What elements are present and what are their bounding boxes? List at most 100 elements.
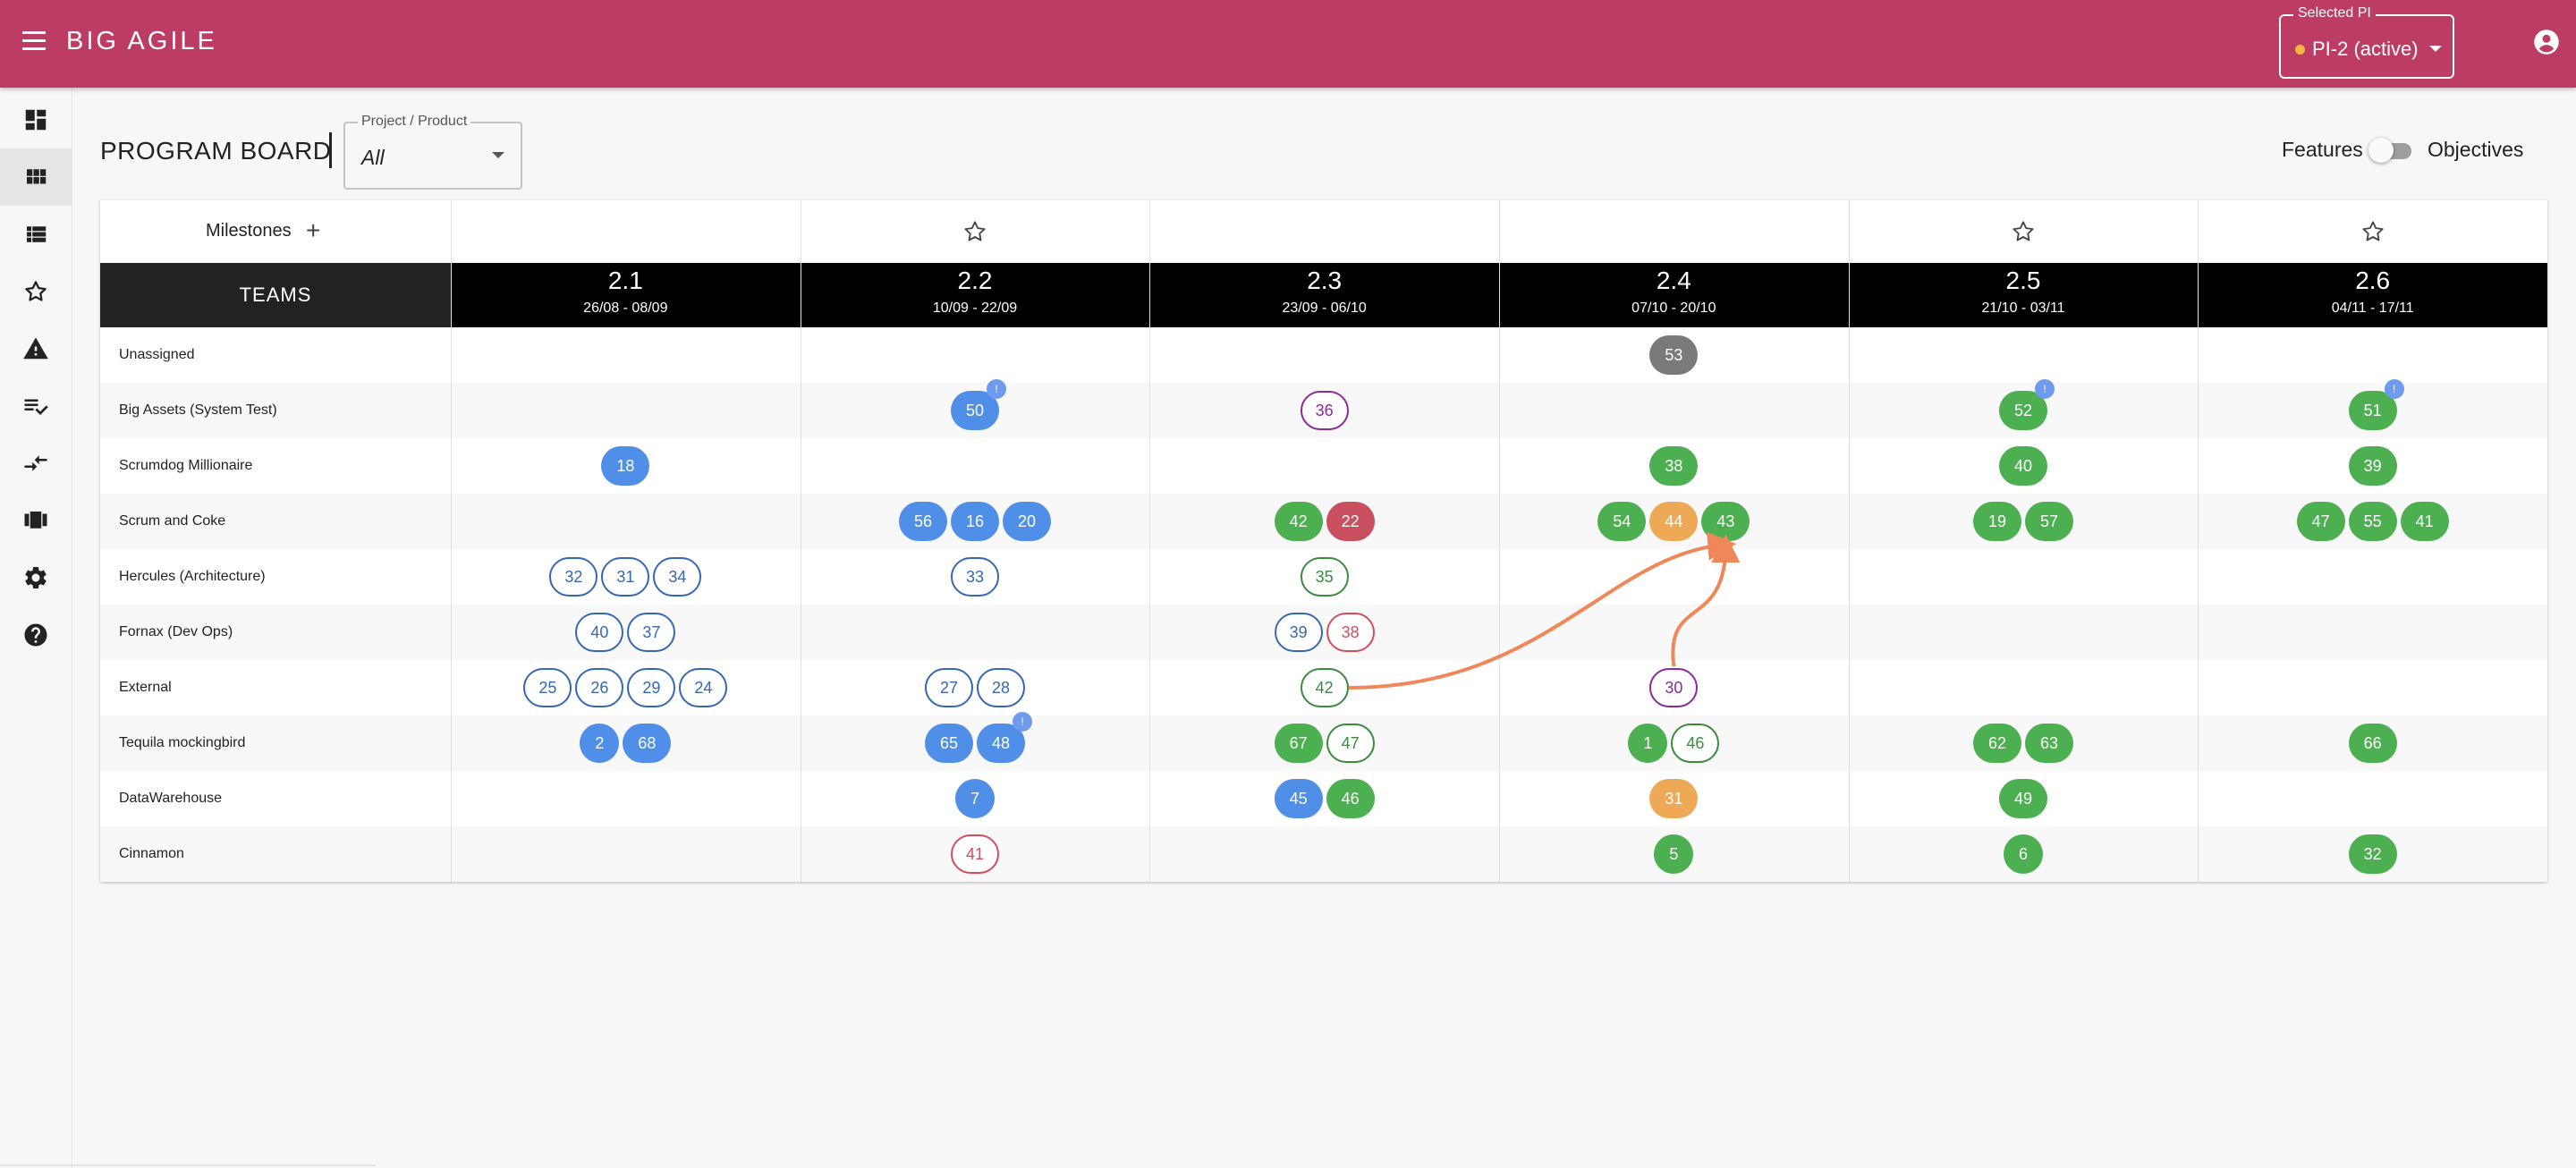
feature-ticket[interactable]: 6 xyxy=(2004,834,2043,874)
feature-ticket[interactable]: 68 xyxy=(623,724,672,763)
feature-ticket[interactable]: 38 xyxy=(1649,446,1699,486)
feature-ticket[interactable]: 42 xyxy=(1274,502,1323,541)
menu-icon[interactable] xyxy=(21,31,47,56)
sidebar-item-program-board[interactable] xyxy=(0,148,72,206)
feature-ticket[interactable]: 39 xyxy=(1274,613,1323,652)
feature-ticket[interactable]: 38 xyxy=(1326,613,1375,652)
page-title: PROGRAM BOARD xyxy=(100,137,332,165)
column-divider xyxy=(1848,200,1850,882)
dropdown-arrow-icon xyxy=(492,152,504,158)
feature-ticket[interactable]: 63 xyxy=(2025,724,2073,763)
feature-ticket[interactable]: 66 xyxy=(2348,724,2397,763)
feature-ticket[interactable]: 16 xyxy=(951,502,999,541)
feature-ticket[interactable]: 40 xyxy=(1999,446,2047,486)
feature-ticket[interactable]: 40 xyxy=(575,613,624,652)
sprint-header: 2.1 26/08 - 08/09 xyxy=(451,263,801,327)
feature-ticket[interactable]: 19 xyxy=(1973,502,2021,541)
alert-badge: ! xyxy=(987,379,1006,399)
feature-ticket[interactable]: 37 xyxy=(627,613,676,652)
column-divider xyxy=(1499,200,1500,882)
sprint-name: 2.5 xyxy=(2005,267,2041,294)
feature-ticket[interactable]: 43 xyxy=(1701,502,1750,541)
sprint-name: 2.1 xyxy=(607,267,643,294)
alert-badge: ! xyxy=(1013,712,1032,732)
feature-ticket[interactable]: 53 xyxy=(1649,335,1699,375)
feature-ticket[interactable]: 47 xyxy=(1326,724,1375,763)
team-row: External xyxy=(100,660,2547,715)
dashboard-icon xyxy=(25,109,47,131)
feature-ticket[interactable]: 46 xyxy=(1326,779,1375,818)
feature-ticket[interactable]: 46 xyxy=(1671,724,1720,763)
feature-ticket[interactable]: 18 xyxy=(601,446,650,486)
add-milestone-icon[interactable]: + xyxy=(306,216,321,244)
milestone-star-icon[interactable] xyxy=(2010,218,2037,245)
team-name: Big Assets (System Test) xyxy=(119,402,277,418)
feature-ticket[interactable]: 1 xyxy=(1628,724,1668,763)
feature-ticket[interactable]: 27 xyxy=(925,668,973,707)
feature-ticket[interactable]: 2 xyxy=(580,724,620,763)
bottom-divider xyxy=(0,1164,376,1166)
sprint-header-row: TEAMS 2.1 26/08 - 08/09 2.2 10/09 - 22/09 2.… xyxy=(100,263,2547,327)
feature-ticket[interactable]: 7 xyxy=(955,779,995,818)
team-icon xyxy=(24,512,47,529)
milestone-star-icon[interactable] xyxy=(2360,218,2386,245)
feature-ticket[interactable]: 57 xyxy=(2025,502,2073,541)
feature-ticket[interactable]: 34 xyxy=(653,557,702,597)
feature-ticket[interactable]: 35 xyxy=(1300,557,1349,597)
feature-ticket[interactable]: 24 xyxy=(679,668,728,707)
feature-ticket[interactable]: 41 xyxy=(951,834,999,874)
features-objectives-toggle[interactable] xyxy=(2368,138,2413,163)
selected-pi-select[interactable]: Selected PI PI-2 (active) xyxy=(2279,5,2454,79)
feature-ticket[interactable]: 32 xyxy=(549,557,598,597)
team-name: Fornax (Dev Ops) xyxy=(119,624,233,639)
feature-ticket[interactable]: 29 xyxy=(627,668,676,707)
feature-ticket[interactable]: 31 xyxy=(1649,779,1699,818)
sprint-dates: 04/11 - 17/11 xyxy=(2331,300,2414,316)
feature-ticket[interactable]: 33 xyxy=(951,557,999,597)
sidebar-item-risks[interactable] xyxy=(0,320,72,377)
feature-ticket[interactable]: 39 xyxy=(2348,446,2397,486)
sidebar-item-dashboard[interactable] xyxy=(0,91,72,148)
account-circle-icon[interactable] xyxy=(2533,29,2560,55)
feature-ticket[interactable]: 47 xyxy=(2296,502,2345,541)
feature-ticket[interactable]: 22 xyxy=(1326,502,1375,541)
feature-ticket[interactable]: 30 xyxy=(1649,668,1699,707)
feature-ticket[interactable]: 31 xyxy=(601,557,650,597)
feature-ticket[interactable]: 41 xyxy=(2400,502,2449,541)
sprint-dates: 26/08 - 08/09 xyxy=(583,300,668,316)
feature-ticket[interactable]: 55 xyxy=(2348,502,2397,541)
feature-ticket[interactable]: 36 xyxy=(1300,391,1349,430)
feature-ticket[interactable]: 28 xyxy=(977,668,1025,707)
sidebar-item-list[interactable] xyxy=(0,206,72,263)
sidebar-item-milestones[interactable] xyxy=(0,263,72,320)
program-board: Milestones + TEAMS 2.1 26/08 - 08/09 2.2 10… xyxy=(100,200,2547,882)
feature-ticket[interactable]: 5 xyxy=(1654,834,1694,874)
selected-pi-value: PI-2 (active) xyxy=(2312,38,2419,60)
feature-ticket[interactable]: 49 xyxy=(1999,779,2047,818)
objectives-label: Objectives xyxy=(2428,138,2524,161)
sidebar-item-dependencies[interactable] xyxy=(0,435,72,492)
feature-ticket[interactable]: 25 xyxy=(523,668,572,707)
column-divider xyxy=(451,200,452,882)
feature-ticket[interactable]: 65 xyxy=(925,724,973,763)
sidebar-item-settings[interactable] xyxy=(0,549,72,606)
feature-ticket[interactable]: 54 xyxy=(1597,502,1647,541)
feature-ticket[interactable]: 20 xyxy=(1003,502,1051,541)
milestone-star-icon[interactable] xyxy=(962,218,988,245)
feature-ticket[interactable]: 45 xyxy=(1274,779,1323,818)
app-title: BIG AGILE xyxy=(66,27,217,55)
feature-ticket[interactable]: 67 xyxy=(1274,724,1323,763)
feature-ticket[interactable]: 32 xyxy=(2348,834,2397,874)
feature-ticket[interactable]: 62 xyxy=(1973,724,2021,763)
feature-ticket[interactable]: 56 xyxy=(899,502,947,541)
feature-ticket[interactable]: 44 xyxy=(1649,502,1699,541)
features-label: Features xyxy=(2282,138,2363,161)
list-icon xyxy=(27,226,47,242)
sidebar-item-help[interactable] xyxy=(0,606,72,664)
project-product-select[interactable]: Project / Product All xyxy=(343,114,522,190)
settings-icon xyxy=(25,566,47,588)
feature-ticket[interactable]: 42 xyxy=(1300,668,1349,707)
sidebar-item-teams[interactable] xyxy=(0,492,72,549)
feature-ticket[interactable]: 26 xyxy=(575,668,624,707)
sidebar-item-backlog[interactable] xyxy=(0,377,72,435)
